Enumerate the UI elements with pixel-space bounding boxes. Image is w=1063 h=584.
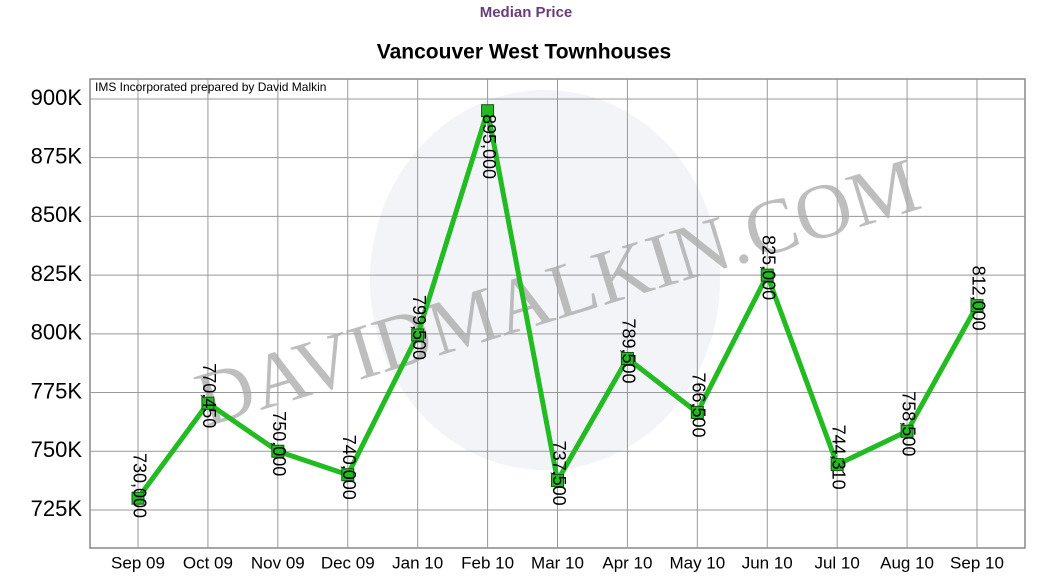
value-label: 825,000 — [759, 235, 779, 300]
value-label: 770,450 — [199, 363, 219, 428]
x-tick-label: Jan 10 — [392, 553, 443, 572]
y-tick-label: 725K — [31, 496, 83, 521]
y-tick-label: 750K — [31, 437, 83, 462]
value-label: 740,000 — [339, 435, 359, 500]
x-tick-label: Jun 10 — [742, 553, 793, 572]
value-label: 750,000 — [269, 411, 289, 476]
x-tick-label: Aug 10 — [880, 553, 934, 572]
x-tick-label: Sep 09 — [111, 553, 165, 572]
point-marker — [760, 268, 774, 282]
point-marker — [131, 491, 145, 505]
point-marker — [271, 444, 285, 458]
value-label: 812,000 — [968, 266, 988, 331]
x-tick-label: Mar 10 — [531, 553, 584, 572]
value-label: 737,500 — [549, 441, 569, 506]
point-marker — [411, 328, 425, 342]
value-label: 789,500 — [619, 318, 639, 383]
y-tick-label: 800K — [31, 320, 83, 345]
point-marker — [481, 104, 495, 118]
x-tick-label: Sep 10 — [950, 553, 1004, 572]
point-marker — [551, 474, 564, 488]
point-marker — [970, 299, 984, 313]
y-tick-label: 875K — [31, 143, 83, 168]
value-label: 799,500 — [409, 295, 429, 360]
chart-title: Vancouver West Townhouses — [377, 41, 671, 64]
chart-subtitle: Median Price — [480, 4, 573, 21]
value-label: 744,310 — [828, 425, 848, 490]
y-tick-label: 775K — [31, 378, 83, 403]
x-tick-label: Dec 09 — [321, 553, 375, 572]
value-label: 730,000 — [129, 453, 149, 518]
annotation: IMS Incorporated prepared by David Malki… — [95, 80, 326, 94]
point-marker — [690, 405, 704, 419]
x-tick-label: Nov 09 — [251, 553, 305, 572]
x-tick-label: Oct 09 — [183, 553, 233, 572]
x-tick-label: Apr 10 — [602, 553, 652, 572]
x-tick-label: Feb 10 — [461, 553, 514, 572]
point-marker — [830, 458, 844, 472]
y-tick-label: 850K — [31, 202, 83, 227]
balloon-logo — [370, 90, 720, 470]
point-marker — [900, 424, 914, 438]
y-tick-label: 900K — [31, 85, 83, 110]
x-tick-label: May 10 — [669, 553, 725, 572]
value-label: 758,500 — [898, 391, 918, 456]
value-label: 766,500 — [689, 372, 709, 437]
x-tick-label: Jul 10 — [814, 553, 859, 572]
y-tick-label: 825K — [31, 261, 83, 286]
point-marker — [620, 351, 634, 365]
value-label: 895,000 — [479, 114, 499, 179]
point-marker — [341, 468, 355, 482]
point-marker — [201, 396, 215, 410]
